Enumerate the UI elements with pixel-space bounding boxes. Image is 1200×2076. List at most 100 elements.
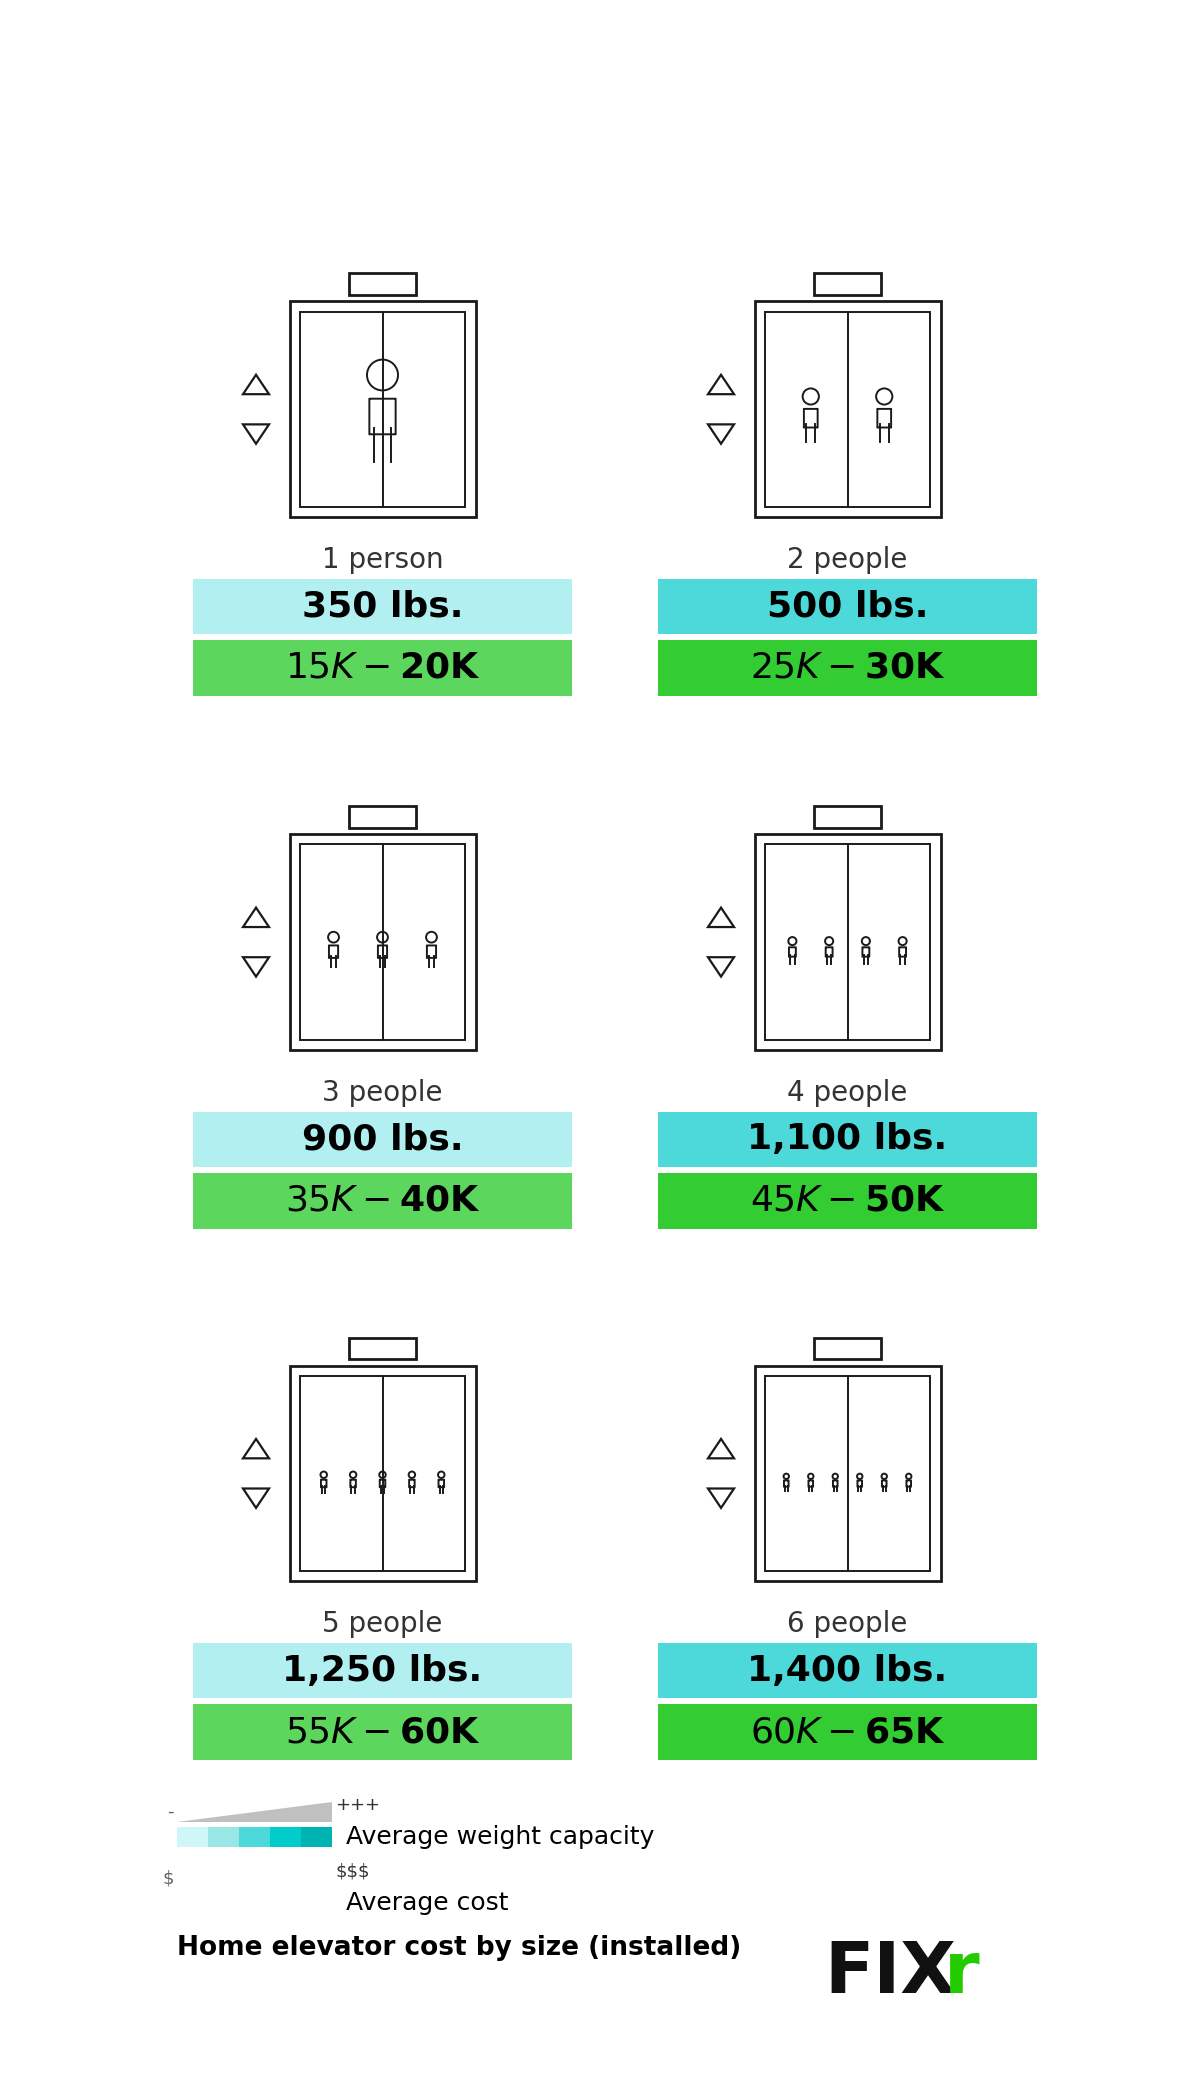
Text: 1,100 lbs.: 1,100 lbs. bbox=[748, 1123, 948, 1156]
Bar bbox=[239, 1827, 270, 1848]
Circle shape bbox=[876, 388, 893, 405]
Polygon shape bbox=[242, 1439, 269, 1457]
Bar bbox=[270, 1827, 301, 1848]
Circle shape bbox=[328, 932, 338, 943]
Bar bbox=[193, 639, 572, 695]
Bar bbox=[178, 1893, 208, 1914]
Text: $55K - $60K: $55K - $60K bbox=[284, 1715, 480, 1750]
Circle shape bbox=[784, 1474, 788, 1478]
Bar bbox=[658, 1111, 1037, 1167]
Text: 350 lbs.: 350 lbs. bbox=[302, 590, 463, 623]
Polygon shape bbox=[708, 424, 734, 444]
Text: $35K - $40K: $35K - $40K bbox=[284, 1183, 480, 1219]
Bar bbox=[301, 1827, 332, 1848]
Bar bbox=[658, 1704, 1037, 1760]
FancyBboxPatch shape bbox=[804, 409, 817, 428]
FancyBboxPatch shape bbox=[379, 1480, 385, 1486]
FancyBboxPatch shape bbox=[784, 1480, 788, 1486]
FancyBboxPatch shape bbox=[877, 409, 892, 428]
Text: 3 people: 3 people bbox=[323, 1080, 443, 1107]
Circle shape bbox=[803, 388, 818, 405]
Text: $60K - $65K: $60K - $65K bbox=[750, 1715, 946, 1750]
Text: $: $ bbox=[162, 1870, 174, 1887]
FancyBboxPatch shape bbox=[788, 947, 796, 957]
FancyBboxPatch shape bbox=[899, 947, 906, 957]
Circle shape bbox=[833, 1474, 838, 1478]
FancyBboxPatch shape bbox=[320, 1480, 326, 1486]
FancyBboxPatch shape bbox=[858, 1480, 862, 1486]
Text: -: - bbox=[168, 1804, 174, 1821]
Text: 2 people: 2 people bbox=[787, 546, 907, 575]
Bar bbox=[658, 1173, 1037, 1229]
FancyBboxPatch shape bbox=[427, 945, 436, 957]
Bar bbox=[814, 1337, 881, 1360]
FancyBboxPatch shape bbox=[378, 945, 388, 957]
Text: Average cost: Average cost bbox=[346, 1891, 509, 1914]
Bar bbox=[814, 805, 881, 828]
Circle shape bbox=[426, 932, 437, 943]
Polygon shape bbox=[708, 907, 734, 928]
Circle shape bbox=[320, 1472, 326, 1478]
FancyBboxPatch shape bbox=[409, 1480, 415, 1486]
Circle shape bbox=[788, 936, 797, 945]
Text: 5 people: 5 people bbox=[323, 1611, 443, 1638]
Circle shape bbox=[808, 1474, 814, 1478]
Bar bbox=[178, 1827, 208, 1848]
Polygon shape bbox=[708, 957, 734, 976]
Circle shape bbox=[862, 936, 870, 945]
Circle shape bbox=[906, 1474, 912, 1478]
Bar bbox=[208, 1893, 239, 1914]
Text: 1 person: 1 person bbox=[322, 546, 443, 575]
Text: $25K - $30K: $25K - $30K bbox=[750, 652, 946, 685]
FancyBboxPatch shape bbox=[438, 1480, 444, 1486]
Polygon shape bbox=[708, 1439, 734, 1457]
Circle shape bbox=[438, 1472, 444, 1478]
Bar bbox=[755, 1366, 941, 1582]
Text: Average weight capacity: Average weight capacity bbox=[346, 1825, 654, 1850]
Text: $45K - $50K: $45K - $50K bbox=[750, 1183, 946, 1219]
Polygon shape bbox=[242, 957, 269, 976]
Text: r: r bbox=[944, 1939, 980, 2007]
Bar bbox=[349, 1337, 416, 1360]
Bar bbox=[193, 1173, 572, 1229]
FancyBboxPatch shape bbox=[906, 1480, 911, 1486]
Circle shape bbox=[379, 1472, 385, 1478]
Bar bbox=[755, 835, 941, 1050]
Text: +++: +++ bbox=[335, 1796, 380, 1814]
FancyBboxPatch shape bbox=[809, 1480, 814, 1486]
FancyBboxPatch shape bbox=[329, 945, 338, 957]
FancyBboxPatch shape bbox=[826, 947, 833, 957]
Polygon shape bbox=[242, 907, 269, 928]
Polygon shape bbox=[708, 1488, 734, 1507]
Bar bbox=[755, 301, 941, 517]
Bar bbox=[764, 311, 930, 507]
Text: 4 people: 4 people bbox=[787, 1080, 907, 1107]
Bar bbox=[270, 1893, 301, 1914]
Polygon shape bbox=[708, 376, 734, 394]
Circle shape bbox=[882, 1474, 887, 1478]
Bar bbox=[300, 311, 466, 507]
Bar bbox=[814, 274, 881, 295]
Bar bbox=[301, 1893, 332, 1914]
FancyBboxPatch shape bbox=[350, 1480, 356, 1486]
Bar bbox=[193, 1704, 572, 1760]
Circle shape bbox=[899, 936, 907, 945]
Polygon shape bbox=[242, 376, 269, 394]
Bar bbox=[349, 274, 416, 295]
Bar bbox=[239, 1893, 270, 1914]
Circle shape bbox=[826, 936, 833, 945]
Bar bbox=[193, 579, 572, 633]
FancyBboxPatch shape bbox=[370, 399, 396, 434]
Bar bbox=[349, 805, 416, 828]
Text: $$$: $$$ bbox=[335, 1862, 370, 1881]
Bar bbox=[658, 1642, 1037, 1698]
Bar bbox=[208, 1827, 239, 1848]
FancyBboxPatch shape bbox=[863, 947, 869, 957]
Bar bbox=[289, 835, 475, 1050]
Bar bbox=[289, 1366, 475, 1582]
Bar bbox=[289, 301, 475, 517]
Bar bbox=[658, 579, 1037, 633]
Text: Home elevator cost by size (installed): Home elevator cost by size (installed) bbox=[178, 1935, 742, 1960]
Bar bbox=[193, 1642, 572, 1698]
Circle shape bbox=[409, 1472, 415, 1478]
